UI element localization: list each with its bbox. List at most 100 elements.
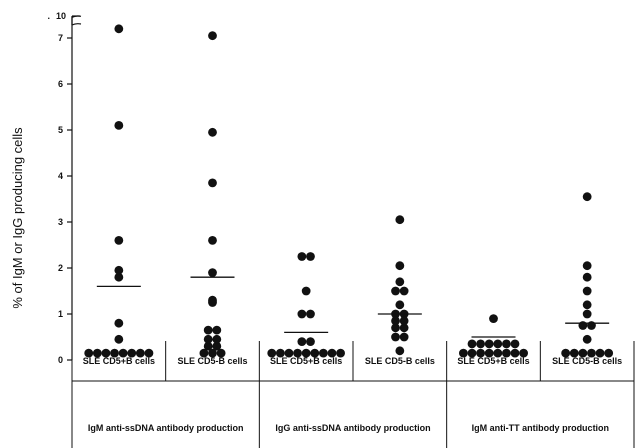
data-point [203, 325, 213, 335]
data-point [297, 309, 307, 319]
y-tick-label: 10 [56, 11, 66, 21]
data-point [510, 348, 520, 358]
data-point [595, 348, 605, 358]
category-label: SLE CD5-B cells [552, 356, 622, 366]
y-tick-label: 4 [58, 171, 63, 181]
data-point [203, 334, 213, 344]
category-label: SLE CD5+B cells [270, 356, 342, 366]
data-point [582, 286, 592, 296]
data-point [476, 348, 485, 358]
data-point [114, 265, 124, 275]
axis-break-mark [71, 23, 82, 26]
data-point [493, 348, 503, 358]
data-point [391, 316, 400, 326]
data-point [467, 348, 477, 358]
data-point [502, 339, 511, 349]
category-label: SLE CD5+B cells [457, 356, 529, 366]
data-point [114, 121, 124, 130]
data-point [395, 261, 405, 271]
data-point [578, 321, 588, 330]
data-point [395, 215, 405, 225]
data-point [216, 348, 226, 358]
data-point [399, 332, 409, 342]
data-point [84, 348, 94, 358]
group-label: IgM anti-TT antibody production [472, 423, 609, 433]
data-point [297, 252, 307, 261]
data-point [493, 339, 503, 349]
data-point [399, 323, 409, 333]
data-point [399, 316, 409, 326]
data-point [114, 334, 124, 344]
data-point [476, 339, 485, 349]
y-tick-label: 0 [58, 355, 63, 365]
data-point [208, 127, 217, 137]
data-point [208, 268, 217, 277]
data-point [114, 272, 124, 282]
group-label: IgG anti-ssDNA antibody production [275, 423, 430, 433]
data-point [519, 348, 528, 358]
data-point [327, 348, 337, 358]
y-axis-label: % of IgM or IgG producing cells [10, 127, 25, 309]
data-point [569, 348, 579, 358]
data-point [306, 309, 315, 319]
data-point [561, 348, 571, 358]
data-point [582, 192, 592, 202]
category-label: SLE CD5-B cells [365, 356, 435, 366]
data-point [293, 348, 302, 358]
data-point [395, 346, 405, 356]
y-tick-label: 7 [58, 33, 63, 43]
data-point [301, 348, 311, 358]
data-point [199, 348, 209, 358]
data-points [84, 24, 614, 358]
data-point [582, 272, 592, 282]
data-point [114, 318, 124, 328]
data-point [510, 339, 520, 349]
data-point [284, 348, 294, 358]
data-point [399, 286, 409, 296]
data-point [212, 334, 222, 344]
data-point [582, 334, 592, 344]
data-point [267, 348, 277, 358]
data-point [208, 236, 217, 245]
data-point [391, 323, 400, 333]
data-point [297, 337, 307, 346]
data-point [391, 286, 400, 296]
data-point [208, 178, 217, 188]
data-point [212, 341, 222, 351]
data-point [212, 325, 222, 335]
y-tick-label: 5 [58, 125, 63, 135]
data-point [484, 348, 494, 358]
data-point [301, 286, 311, 296]
data-point [587, 321, 596, 330]
data-point [92, 348, 102, 358]
data-point [114, 236, 124, 245]
data-point [208, 31, 217, 41]
data-point [144, 348, 154, 358]
y-tick-label: 3 [58, 217, 63, 227]
data-point [489, 314, 498, 323]
y-axis: 10. 0 1 2 3 4 5 6 7 [47, 11, 82, 365]
data-point [336, 348, 345, 358]
data-point [310, 348, 320, 358]
data-point [582, 309, 592, 319]
data-point [135, 348, 145, 358]
y-tick-label: 6 [58, 79, 63, 89]
data-point [582, 261, 592, 271]
data-point [275, 348, 285, 358]
data-point [203, 341, 213, 351]
data-point [318, 348, 328, 358]
data-point [127, 348, 137, 358]
data-point [604, 348, 614, 358]
data-point [118, 348, 128, 358]
data-point [395, 300, 405, 310]
data-point [502, 348, 511, 358]
data-point [582, 300, 592, 310]
group-label: IgM anti-ssDNA antibody production [88, 423, 244, 433]
data-point [114, 24, 124, 34]
data-point [467, 339, 477, 349]
data-point [306, 252, 315, 261]
data-point [110, 348, 119, 358]
data-point [208, 348, 217, 358]
data-point [101, 348, 111, 358]
